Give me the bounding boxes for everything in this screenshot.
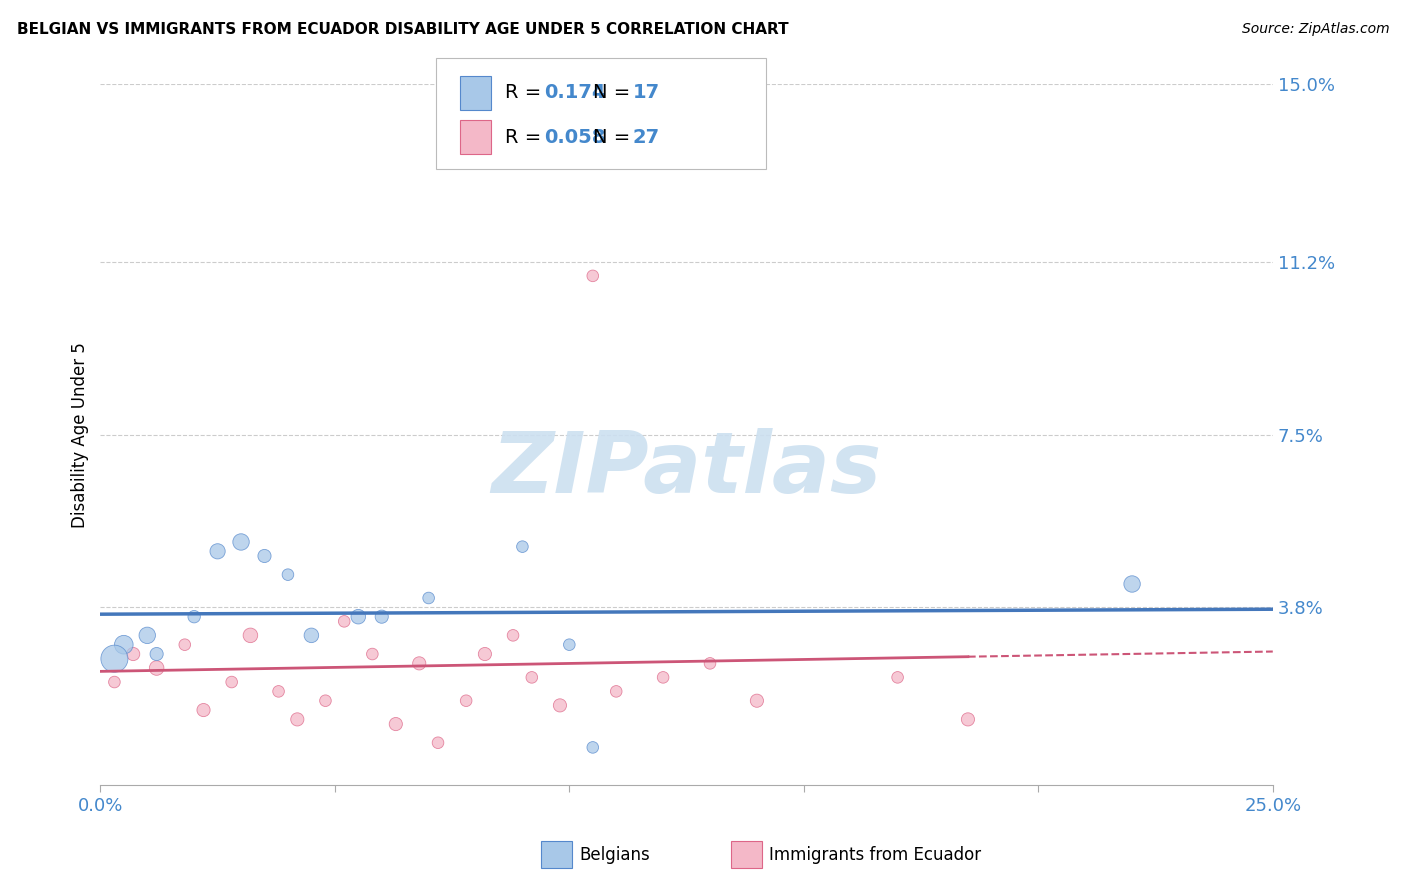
Point <box>299 628 322 642</box>
Point <box>103 651 125 665</box>
Point <box>456 694 478 708</box>
Point <box>605 684 627 698</box>
Text: R =: R = <box>505 128 547 147</box>
Point <box>333 615 356 629</box>
Point <box>427 736 450 750</box>
Point <box>221 675 243 690</box>
Point <box>183 609 205 624</box>
Text: 0.174: 0.174 <box>544 83 606 103</box>
Point <box>582 740 605 755</box>
Point <box>699 657 721 671</box>
Point <box>277 567 299 582</box>
Point <box>520 670 543 684</box>
Text: Immigrants from Ecuador: Immigrants from Ecuador <box>769 846 981 863</box>
Point <box>253 549 276 563</box>
Point <box>474 647 496 661</box>
Point <box>314 694 336 708</box>
Point <box>371 609 394 624</box>
Point <box>103 675 125 690</box>
Text: N =: N = <box>593 83 637 103</box>
Point <box>1121 577 1143 591</box>
Point <box>136 628 159 642</box>
Point <box>285 712 308 726</box>
Point <box>512 540 534 554</box>
Point <box>347 609 370 624</box>
Point <box>112 638 135 652</box>
Point <box>207 544 229 558</box>
Point <box>745 694 768 708</box>
Point <box>145 661 167 675</box>
Point <box>418 591 440 605</box>
Point <box>239 628 262 642</box>
Text: Belgians: Belgians <box>579 846 650 863</box>
Point <box>229 535 252 549</box>
Y-axis label: Disability Age Under 5: Disability Age Under 5 <box>72 342 89 527</box>
Point <box>122 647 145 661</box>
Point <box>558 638 581 652</box>
Point <box>361 647 384 661</box>
Point <box>548 698 571 713</box>
Point <box>385 717 408 731</box>
Text: 0.058: 0.058 <box>544 128 606 147</box>
Point <box>408 657 430 671</box>
Text: BELGIAN VS IMMIGRANTS FROM ECUADOR DISABILITY AGE UNDER 5 CORRELATION CHART: BELGIAN VS IMMIGRANTS FROM ECUADOR DISAB… <box>17 22 789 37</box>
Text: 17: 17 <box>633 83 659 103</box>
Point <box>582 268 605 283</box>
Text: Source: ZipAtlas.com: Source: ZipAtlas.com <box>1241 22 1389 37</box>
Text: R =: R = <box>505 83 547 103</box>
Text: ZIPatlas: ZIPatlas <box>492 428 882 511</box>
Text: N =: N = <box>593 128 637 147</box>
Text: 27: 27 <box>633 128 659 147</box>
Point <box>652 670 675 684</box>
Point <box>886 670 908 684</box>
Point <box>173 638 195 652</box>
Point <box>502 628 524 642</box>
Point <box>267 684 290 698</box>
Point <box>956 712 979 726</box>
Point <box>145 647 167 661</box>
Point <box>193 703 215 717</box>
